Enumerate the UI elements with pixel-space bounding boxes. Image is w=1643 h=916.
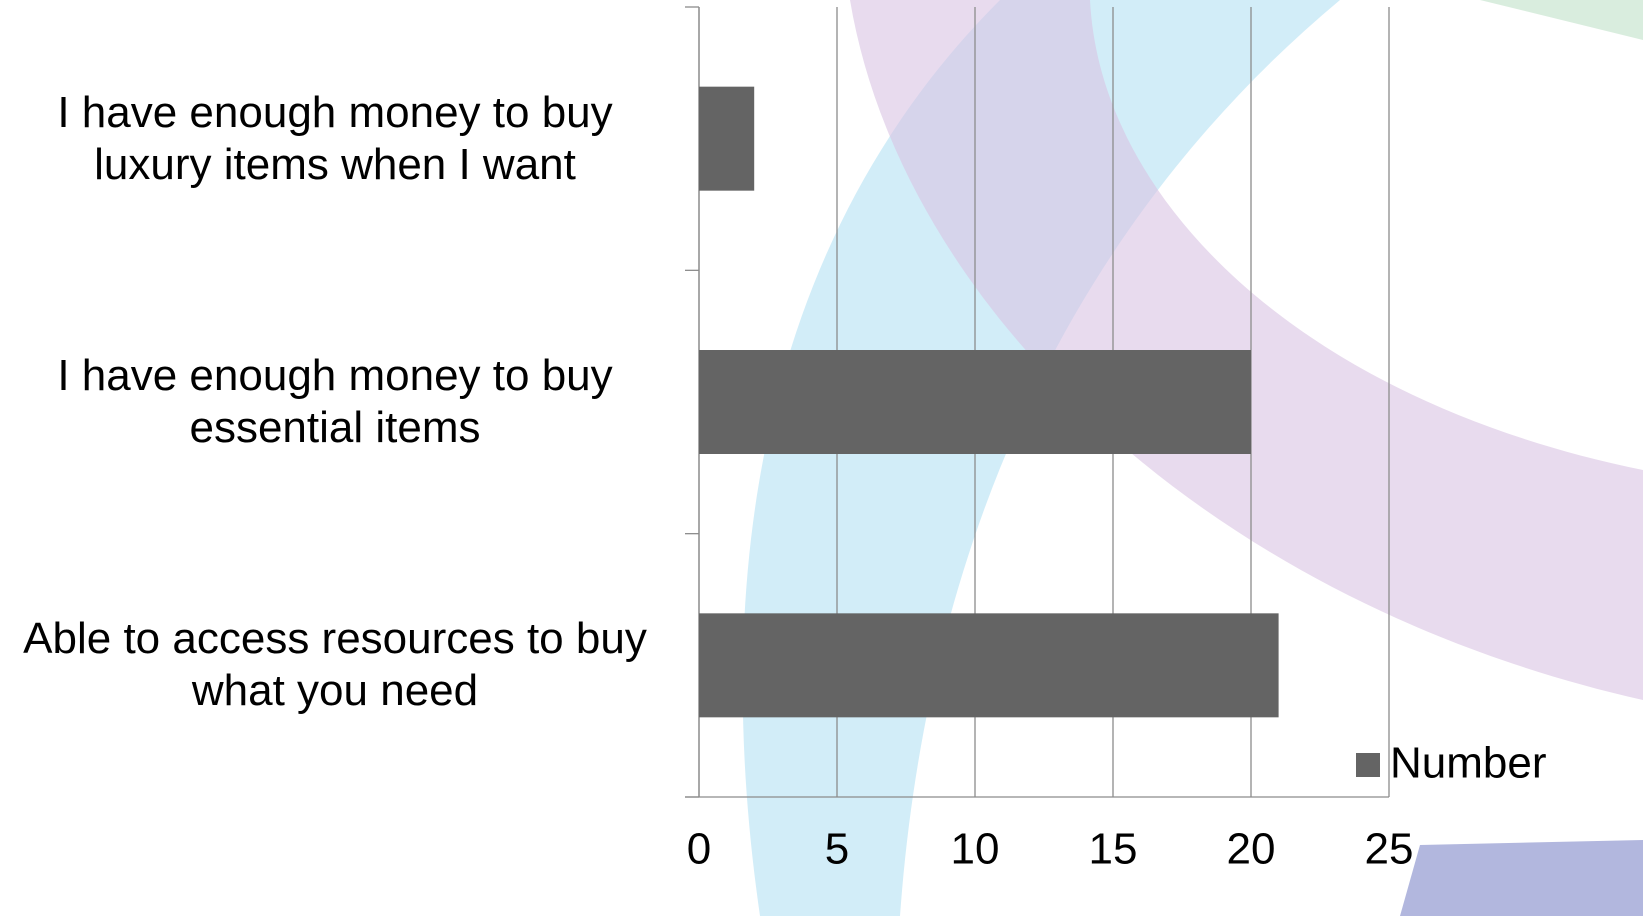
x-tick-label: 20 (1227, 825, 1276, 874)
legend-swatch (1356, 753, 1380, 777)
legend-label: Number (1390, 739, 1547, 788)
x-tick-label: 10 (951, 825, 1000, 874)
bar (699, 86, 755, 191)
x-tick-label: 5 (825, 825, 849, 874)
bar (699, 613, 1279, 718)
x-tick-label: 0 (687, 825, 711, 874)
bar (699, 350, 1251, 454)
y-tick-label: I have enough money to buy essential ite… (57, 351, 613, 452)
y-tick-label: I have enough money to buy luxury items … (57, 87, 613, 189)
x-tick-label: 25 (1365, 825, 1414, 874)
y-tick-label: Able to access resources to buy what you… (23, 614, 647, 716)
x-tick-label: 15 (1089, 825, 1138, 874)
